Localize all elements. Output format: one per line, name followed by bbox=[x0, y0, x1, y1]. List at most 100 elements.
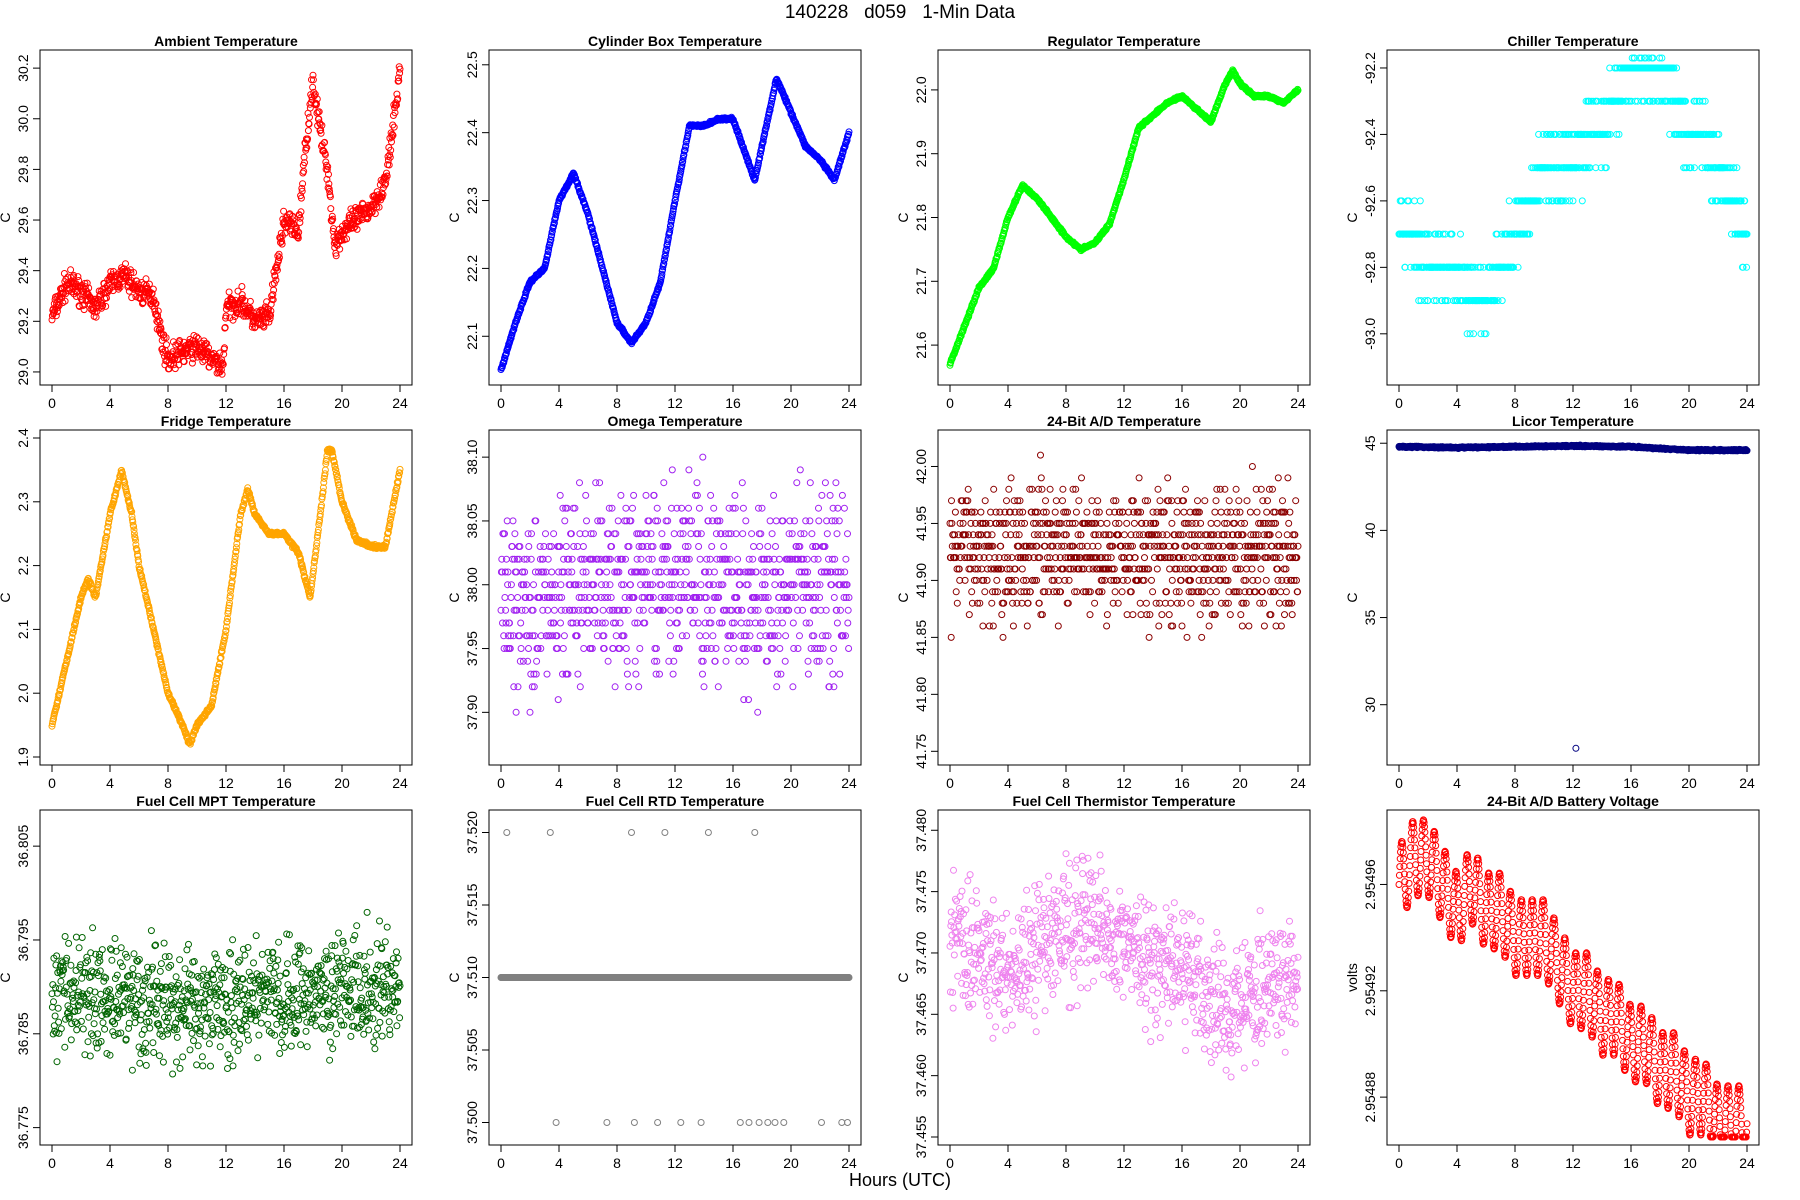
data-point bbox=[514, 594, 522, 601]
x-tick-label: 20 bbox=[783, 775, 799, 791]
data-point bbox=[614, 517, 622, 525]
y-tick-label: -92.4 bbox=[1362, 118, 1378, 150]
data-point bbox=[272, 276, 280, 284]
data-point bbox=[338, 236, 346, 244]
y-tick-label: 30.0 bbox=[15, 105, 31, 132]
data-point bbox=[229, 316, 237, 324]
x-tick-label: 4 bbox=[106, 775, 114, 791]
data-point bbox=[657, 277, 665, 285]
data-point bbox=[85, 284, 93, 292]
data-point bbox=[394, 95, 402, 103]
data-point bbox=[396, 69, 404, 77]
chart-title: Ambient Temperature bbox=[154, 33, 298, 49]
data-point bbox=[119, 266, 127, 273]
series bbox=[48, 445, 404, 748]
data-point bbox=[587, 220, 595, 228]
data-point bbox=[542, 530, 549, 538]
data-point bbox=[556, 491, 564, 499]
data-point bbox=[391, 109, 399, 117]
data-point bbox=[611, 683, 619, 691]
data-point bbox=[543, 256, 551, 264]
data-point bbox=[669, 207, 677, 215]
data-point bbox=[329, 215, 337, 223]
data-point bbox=[674, 183, 682, 191]
data-point bbox=[271, 272, 279, 280]
data-point bbox=[180, 358, 188, 366]
x-tick-label: 12 bbox=[1116, 395, 1132, 411]
data-point bbox=[332, 252, 340, 260]
y-tick-label: 21.8 bbox=[913, 204, 929, 231]
data-point bbox=[507, 581, 515, 589]
y-tick-label: 29.0 bbox=[15, 358, 31, 385]
x-tick-label: 0 bbox=[48, 775, 56, 791]
data-point bbox=[377, 193, 385, 201]
data-point bbox=[203, 340, 211, 348]
data-point bbox=[375, 203, 383, 211]
data-point bbox=[612, 632, 620, 640]
x-tick-label: 24 bbox=[392, 775, 408, 791]
data-point bbox=[297, 208, 305, 216]
data-point bbox=[524, 657, 532, 665]
data-point bbox=[148, 290, 156, 298]
data-point bbox=[142, 275, 150, 283]
y-tick-label: 2.3 bbox=[15, 492, 31, 512]
data-point bbox=[296, 219, 304, 226]
data-point bbox=[315, 108, 323, 116]
data-point bbox=[606, 581, 614, 589]
data-point bbox=[510, 326, 518, 334]
data-point bbox=[171, 365, 179, 373]
data-point bbox=[678, 161, 686, 169]
data-point bbox=[267, 300, 275, 308]
data-point bbox=[67, 266, 75, 274]
data-point bbox=[603, 568, 611, 576]
x-tick-label: 4 bbox=[106, 395, 114, 411]
chart-title: Chiller Temperature bbox=[1507, 33, 1638, 49]
data-point bbox=[681, 146, 689, 154]
data-point bbox=[395, 74, 402, 82]
data-point bbox=[265, 318, 273, 326]
data-point bbox=[304, 135, 312, 143]
data-point bbox=[682, 142, 690, 150]
data-point bbox=[251, 324, 259, 332]
y-axis-label: C bbox=[446, 592, 462, 602]
data-point bbox=[386, 153, 394, 161]
series bbox=[497, 75, 853, 373]
y-tick-label: 22.1 bbox=[464, 322, 480, 349]
data-point bbox=[277, 239, 284, 246]
data-point bbox=[382, 180, 390, 187]
data-point bbox=[501, 594, 509, 601]
data-point bbox=[266, 310, 274, 318]
y-tick-label: 30.2 bbox=[15, 54, 31, 81]
x-tick-label: 4 bbox=[555, 395, 563, 411]
y-tick-label: 2.1 bbox=[15, 619, 31, 639]
y-tick-label: 38.05 bbox=[464, 503, 480, 538]
data-point bbox=[658, 270, 666, 278]
data-point bbox=[580, 645, 588, 652]
y-tick-label: 22.2 bbox=[464, 255, 480, 282]
data-point bbox=[525, 645, 532, 652]
data-point bbox=[388, 138, 395, 146]
x-tick-label: 24 bbox=[1290, 395, 1306, 411]
data-point bbox=[757, 146, 765, 154]
data-point bbox=[550, 530, 558, 538]
data-point bbox=[755, 159, 762, 167]
chart-title: Cylinder Box Temperature bbox=[588, 33, 762, 49]
data-point bbox=[321, 138, 329, 146]
data-point bbox=[574, 670, 582, 678]
x-tick-label: 12 bbox=[1565, 395, 1581, 411]
data-point bbox=[317, 129, 325, 137]
x-tick-label: 0 bbox=[497, 775, 505, 791]
data-point bbox=[1411, 197, 1418, 205]
data-point bbox=[188, 359, 196, 367]
data-point bbox=[122, 260, 129, 268]
data-point bbox=[544, 250, 552, 258]
data-point bbox=[295, 228, 303, 236]
data-point bbox=[145, 280, 153, 288]
x-tick-label: 16 bbox=[276, 775, 292, 791]
data-point bbox=[221, 324, 229, 331]
data-point bbox=[582, 491, 590, 499]
data-point bbox=[300, 153, 308, 161]
